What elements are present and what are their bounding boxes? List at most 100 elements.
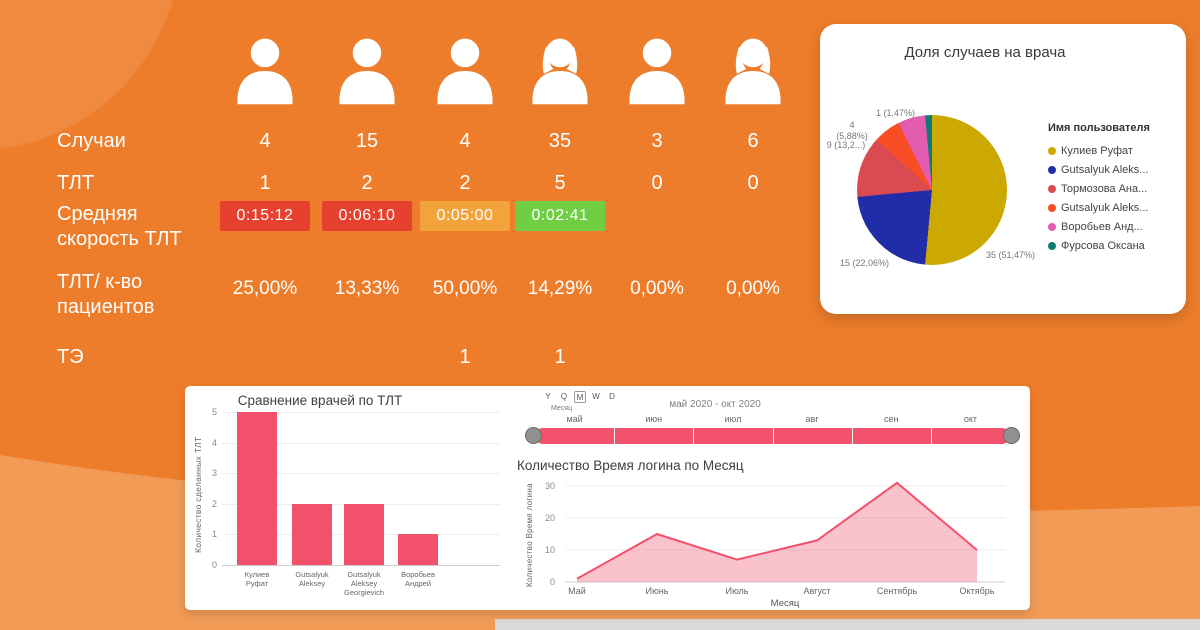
bar-chart-title: Сравнение врачей по ТЛТ xyxy=(237,393,403,408)
ratio-value: 13,33% xyxy=(334,278,400,299)
legend-label: Gutsalyuk Aleks... xyxy=(1061,201,1149,214)
row-label-tlt: ТЛТ xyxy=(57,172,95,194)
bar-x-label: Кулиев Руфат xyxy=(244,570,270,588)
legend-item[interactable]: Gutsalyuk Aleks... xyxy=(1048,160,1182,179)
ratio-value: 0,00% xyxy=(630,278,684,299)
segment-divider xyxy=(851,428,853,444)
granularity-q-button[interactable]: Q xyxy=(560,392,568,401)
person-female-icon xyxy=(522,30,598,110)
gridline xyxy=(222,565,500,566)
granularity-d-button[interactable]: D xyxy=(609,392,615,401)
cases-value: 35 xyxy=(548,130,572,152)
person-male-icon xyxy=(619,30,695,110)
speed-badge: 0:02:41 xyxy=(515,201,605,231)
area-x-axis-title: Месяц xyxy=(770,598,800,609)
tlt-value: 0 xyxy=(747,172,759,194)
tlt-value: 5 xyxy=(554,172,566,194)
granularity-y-button[interactable]: Y xyxy=(545,392,551,401)
legend-items: Кулиев Руфат Gutsalyuk Aleks... Тормозова … xyxy=(1048,141,1182,255)
bar-y-tick: 1 xyxy=(211,529,217,540)
row-label-te: ТЭ xyxy=(57,346,84,368)
bar-x-label: Gutsalyuk Aleksey Georgievich xyxy=(343,570,385,597)
bar[interactable] xyxy=(344,503,384,565)
person-male-icon xyxy=(329,30,405,110)
speed-badge: 0:06:10 xyxy=(322,201,412,231)
pie-card: Доля случаев на врача 4 (5,88%) 1 (1,47%)… xyxy=(820,24,1186,314)
person-male-icon xyxy=(427,30,503,110)
te-value: 1 xyxy=(554,346,566,368)
legend-label: Тормозова Ана... xyxy=(1061,182,1148,195)
tlt-value: 1 xyxy=(259,172,271,194)
granularity-m-button[interactable]: M xyxy=(574,391,586,403)
legend-item[interactable]: Фурсова Оксана xyxy=(1048,236,1182,255)
pie-callout: 35 (51,47%) xyxy=(986,250,1036,260)
bar[interactable] xyxy=(237,412,277,565)
bar[interactable] xyxy=(292,503,332,565)
pie-callout: 1 (1,47%) xyxy=(876,108,916,118)
bar-y-tick: 2 xyxy=(211,498,217,509)
pie-legend: Имя пользователя Кулиев Руфат Gutsalyuk A… xyxy=(1048,122,1182,255)
legend-item[interactable]: Gutsalyuk Aleks... xyxy=(1048,198,1182,217)
legend-label: Кулиев Руфат xyxy=(1061,144,1133,157)
legend-dot xyxy=(1048,184,1056,193)
area-chart-title: Количество Время логина по Месяц xyxy=(517,458,744,473)
granularity-label: Месяц xyxy=(551,405,573,412)
area-y-tick: 20 xyxy=(544,513,555,523)
bar-x-label: Воробьев Андрей xyxy=(401,570,435,588)
area-chart[interactable] xyxy=(565,478,1005,588)
area-x-tick: Сентябрь xyxy=(876,586,918,596)
segment-divider xyxy=(614,428,616,444)
tlt-value: 2 xyxy=(459,172,471,194)
ratio-value: 25,00% xyxy=(232,278,298,299)
ratio-value: 14,29% xyxy=(527,278,593,299)
gridline xyxy=(222,473,500,475)
slider-handle-left[interactable] xyxy=(525,427,542,444)
area-x-tick: Май xyxy=(568,586,586,596)
area-y-axis-label: Количество Время логина xyxy=(525,483,534,587)
segment-divider xyxy=(693,428,695,444)
legend-item[interactable]: Тормозова Ана... xyxy=(1048,179,1182,198)
bar-y-tick: 0 xyxy=(211,560,217,570)
gridline xyxy=(222,442,500,444)
row-label-ratio: ТЛТ/ к-во пациентов xyxy=(57,271,155,318)
bar-y-tick: 5 xyxy=(211,407,217,417)
area-y-tick: 0 xyxy=(549,577,555,587)
timeline-month: авг xyxy=(805,414,819,424)
cases-value: 6 xyxy=(747,130,759,152)
legend-item[interactable]: Кулиев Руфат xyxy=(1048,141,1182,160)
segment-divider xyxy=(930,428,932,444)
timeline-month: сен xyxy=(883,414,899,424)
legend-item[interactable]: Воробьев Анд... xyxy=(1048,217,1182,236)
bar[interactable] xyxy=(398,534,438,565)
legend-dot xyxy=(1048,146,1056,155)
gridline xyxy=(222,412,500,413)
speed-badge: 0:05:00 xyxy=(420,201,510,231)
legend-title: Имя пользователя xyxy=(1048,122,1150,134)
speed-badge: 0:15:12 xyxy=(220,201,310,231)
tlt-value: 2 xyxy=(361,172,373,194)
bar-chart xyxy=(222,412,500,565)
pie-chart[interactable] xyxy=(857,115,1007,265)
area-x-tick: Июнь xyxy=(645,586,669,596)
pie-title: Доля случаев на врача xyxy=(904,44,1066,61)
granularity-w-button[interactable]: W xyxy=(592,392,600,401)
cases-value: 4 xyxy=(259,130,271,152)
timeline-month: май xyxy=(566,414,583,424)
legend-dot xyxy=(1048,222,1056,231)
te-value: 1 xyxy=(459,346,471,368)
bottom-strip xyxy=(495,619,1200,630)
cases-value: 4 xyxy=(459,130,471,152)
charts-panel: Сравнение врачей по ТЛТ Количество сдела… xyxy=(185,386,1030,610)
slider-handle-right[interactable] xyxy=(1003,427,1020,444)
tlt-value: 0 xyxy=(651,172,663,194)
ratio-value: 0,00% xyxy=(726,278,780,299)
timeline-month: июл xyxy=(724,414,742,424)
doctor-stats: Случаи ТЛТ Средняя скорость ТЛТ ТЛТ/ к-в… xyxy=(0,0,820,390)
timeline-slider[interactable] xyxy=(535,428,1010,444)
person-male-icon xyxy=(227,30,303,110)
pie-callout: 15 (22,06%) xyxy=(840,258,890,268)
area-y-tick: 10 xyxy=(544,545,555,555)
bar-y-tick: 4 xyxy=(211,437,217,448)
